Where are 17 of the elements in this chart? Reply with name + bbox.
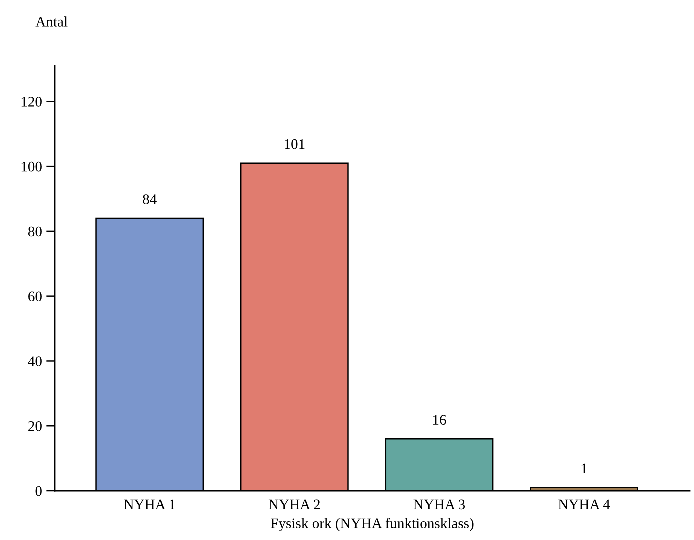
y-tick-label: 40 [28,356,42,366]
x-tick-label: NYHA 3 [414,500,466,510]
x-tick-label: NYHA 4 [558,500,610,510]
x-tick-label: NYHA 1 [124,500,176,510]
data-label: 1 [582,464,588,474]
y-tick-label: 100 [22,162,42,172]
y-tick-label: 60 [28,292,42,302]
data-label: 16 [433,415,446,426]
data-label: 84 [143,194,157,204]
y-tick-label: 120 [22,97,42,107]
y-axis-title: Antal [36,16,68,27]
y-tick-label: 80 [28,226,42,237]
y-tick-label: 20 [28,421,42,432]
data-label: 101 [285,139,305,150]
x-tick-label: NYHA 2 [268,500,320,510]
x-axis-title: Fysisk ork (NYHA funktionsklass) [271,518,474,532]
y-tick-label: 0 [36,486,42,496]
